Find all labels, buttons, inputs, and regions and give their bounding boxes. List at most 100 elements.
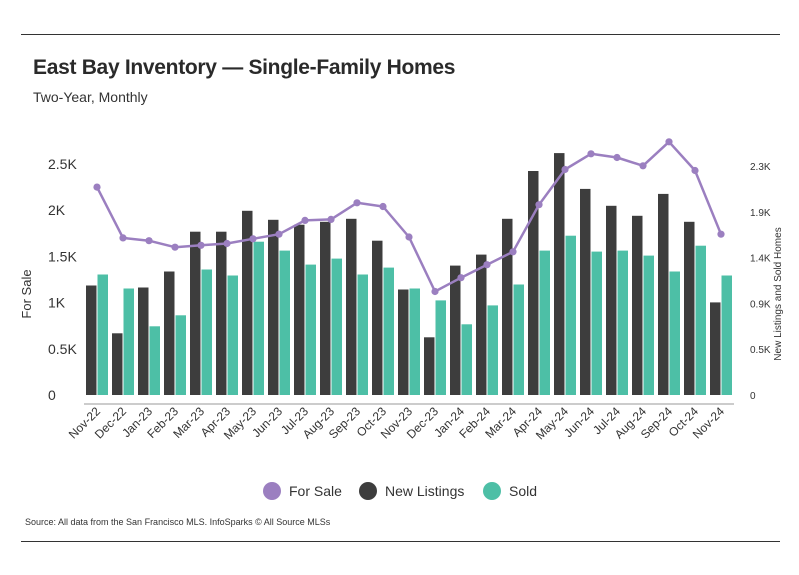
- bar-new-listings-feb-23: [164, 271, 175, 395]
- bar-new-listings-nov-23: [398, 289, 409, 395]
- point-for-sale-aug-24: [639, 162, 647, 170]
- bar-new-listings-jun-24: [580, 188, 591, 395]
- legend-sold-marker: [483, 482, 501, 500]
- point-for-sale-apr-23: [223, 239, 231, 248]
- bar-new-listings-apr-24: [528, 171, 539, 395]
- point-for-sale-nov-23: [405, 233, 413, 241]
- top-rule: [21, 34, 780, 35]
- bar-sold-may-24: [565, 235, 576, 395]
- chart-subtitle: Two-Year, Monthly: [33, 89, 148, 105]
- point-for-sale-sep-24: [665, 138, 673, 146]
- y-tick-label-left: 2.5K: [48, 156, 77, 172]
- bar-sold-jul-23: [305, 264, 316, 395]
- bar-sold-oct-23: [383, 267, 394, 395]
- y-tick-label-right: 0.5K: [750, 345, 771, 356]
- bar-new-listings-sep-24: [658, 193, 669, 395]
- point-for-sale-apr-24: [535, 201, 543, 209]
- bar-sold-nov-23: [409, 288, 420, 395]
- y-tick-label-right: 0: [750, 391, 756, 402]
- legend-new-listings-marker: [359, 482, 377, 500]
- bar-new-listings-apr-23: [216, 231, 227, 395]
- point-for-sale-may-24: [561, 165, 569, 174]
- y-tick-label-left: 0: [48, 387, 56, 403]
- point-for-sale-feb-24: [483, 261, 491, 269]
- bar-new-listings-mar-24: [502, 218, 513, 395]
- point-for-sale-jun-23: [275, 230, 283, 238]
- bar-new-listings-may-24: [554, 153, 565, 395]
- bar-new-listings-nov-24: [710, 302, 721, 395]
- bar-new-listings-dec-22: [112, 333, 123, 395]
- point-for-sale-sep-23: [353, 199, 361, 207]
- y-tick-label-right: 2.3K: [750, 162, 771, 173]
- point-for-sale-oct-23: [379, 202, 387, 211]
- bar-new-listings-aug-23: [320, 221, 331, 395]
- bar-sold-sep-24: [669, 271, 680, 395]
- bar-sold-jul-24: [617, 250, 628, 395]
- bar-sold-dec-22: [123, 288, 134, 395]
- y-tick-label-right: 1.9K: [750, 208, 771, 219]
- y-tick-label-left: 1K: [48, 295, 66, 311]
- bar-sold-may-23: [253, 241, 264, 395]
- chart-title: East Bay Inventory — Single-Family Homes: [33, 56, 456, 79]
- legend-for-sale-label: For Sale: [289, 483, 342, 499]
- point-for-sale-nov-22: [93, 183, 101, 191]
- point-for-sale-dec-22: [119, 234, 127, 242]
- y-axis-title-left: For Sale: [19, 269, 34, 318]
- point-for-sale-may-23: [249, 235, 257, 243]
- legend-for-sale-marker: [263, 482, 281, 500]
- bar-new-listings-sep-23: [346, 218, 357, 395]
- x-tick-label: Jun-24: [561, 404, 597, 440]
- y-axis-title-right: New Listings and Sold Homes: [773, 227, 784, 360]
- point-for-sale-jan-24: [457, 274, 465, 282]
- point-for-sale-jul-23: [301, 216, 309, 224]
- legend-new-listings-label: New Listings: [385, 483, 464, 499]
- bar-sold-jan-23: [149, 326, 160, 395]
- bar-sold-apr-23: [227, 275, 238, 395]
- point-for-sale-aug-23: [327, 215, 335, 223]
- bar-new-listings-feb-24: [476, 254, 487, 395]
- point-for-sale-mar-23: [197, 241, 205, 249]
- bar-sold-apr-24: [539, 250, 550, 395]
- bar-new-listings-jan-24: [450, 265, 461, 395]
- y-tick-label-left: 0.5K: [48, 341, 77, 357]
- bar-sold-mar-23: [201, 269, 212, 395]
- point-for-sale-dec-23: [431, 287, 439, 296]
- bar-sold-feb-23: [175, 315, 186, 395]
- y-tick-label-left: 2K: [48, 202, 66, 218]
- bottom-rule: [21, 541, 780, 542]
- bar-sold-jun-23: [279, 250, 290, 395]
- bar-new-listings-jun-23: [268, 219, 279, 395]
- bar-sold-feb-24: [487, 305, 498, 395]
- bar-new-listings-aug-24: [632, 215, 643, 395]
- bar-new-listings-jan-23: [138, 287, 149, 395]
- point-for-sale-jul-24: [613, 153, 621, 162]
- bar-sold-dec-23: [435, 300, 446, 395]
- bar-new-listings-dec-23: [424, 337, 435, 395]
- bar-new-listings-jul-24: [606, 205, 617, 395]
- bar-sold-jun-24: [591, 251, 602, 395]
- bar-new-listings-mar-23: [190, 231, 201, 395]
- bar-new-listings-may-23: [242, 210, 253, 395]
- bar-new-listings-oct-23: [372, 240, 383, 395]
- source-note: Source: All data from the San Francisco …: [25, 517, 331, 527]
- bar-sold-oct-24: [695, 245, 706, 395]
- bar-sold-nov-22: [97, 274, 108, 395]
- bar-sold-nov-24: [721, 275, 732, 395]
- point-for-sale-mar-24: [509, 248, 517, 256]
- point-for-sale-jan-23: [145, 237, 153, 245]
- bar-new-listings-nov-22: [86, 285, 97, 395]
- y-tick-label-right: 1.4K: [750, 254, 771, 265]
- bar-sold-aug-24: [643, 255, 654, 395]
- point-for-sale-feb-23: [171, 243, 179, 251]
- bar-new-listings-oct-24: [684, 221, 695, 395]
- y-tick-label-right: 0.9K: [750, 299, 771, 310]
- point-for-sale-oct-24: [691, 166, 699, 175]
- point-for-sale-nov-24: [717, 230, 725, 238]
- y-tick-label-left: 1.5K: [48, 248, 77, 264]
- bar-new-listings-jul-23: [294, 224, 305, 395]
- legend-sold-label: Sold: [509, 483, 537, 499]
- point-for-sale-jun-24: [587, 150, 595, 158]
- bar-sold-sep-23: [357, 274, 368, 395]
- bar-sold-mar-24: [513, 284, 524, 395]
